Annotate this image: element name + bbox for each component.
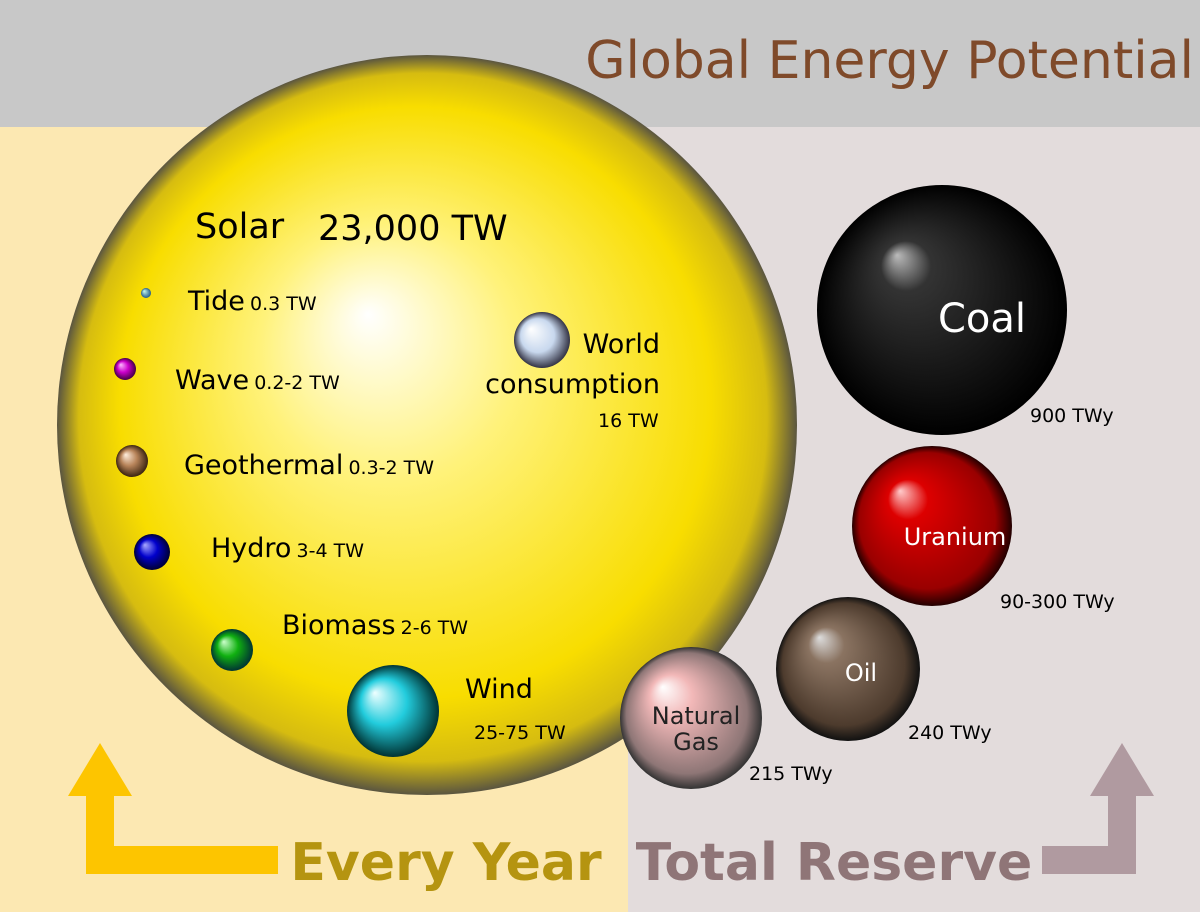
source-value: 0.2-2 TW (254, 372, 340, 394)
source-label: Geothermal 0.3-2 TW (184, 450, 434, 481)
source-name: Wind (465, 674, 533, 705)
left-arrowhead (68, 743, 132, 796)
source-name: Geothermal (184, 450, 343, 481)
source-name: Biomass (282, 610, 396, 641)
reserve-value: 215 TWy (749, 763, 833, 785)
uranium-sphere (852, 446, 1012, 606)
coal-sphere (817, 185, 1067, 435)
world-name: World (583, 329, 660, 360)
source-label: Hydro 3-4 TW (211, 533, 364, 564)
left-arrow (86, 792, 278, 874)
source-value: 25-75 TW (474, 722, 566, 744)
source-value: 2-6 TW (401, 617, 469, 639)
footer-left: Every Year (290, 833, 602, 893)
reserve-value: 240 TWy (908, 722, 992, 744)
footer-right: Total Reserve (636, 833, 1033, 893)
reserve-name: Gas (673, 728, 719, 756)
geothermal-sphere (116, 445, 148, 477)
source-value: 3-4 TW (297, 540, 365, 562)
wave-sphere (114, 358, 136, 380)
title: Global Energy Potential (585, 31, 1194, 91)
solar-value: 23,000 TW (318, 209, 508, 249)
world-value: 16 TW (598, 410, 659, 432)
reserve-value: 90-300 TWy (1000, 591, 1115, 613)
source-name: Wave (175, 365, 249, 396)
hydro-sphere (134, 534, 170, 570)
oil-sphere (776, 597, 920, 741)
solar-name: Solar (195, 207, 285, 247)
world-sphere (514, 312, 570, 368)
right-arrowhead (1090, 743, 1154, 796)
sun (57, 55, 797, 795)
gas-sphere (620, 647, 762, 789)
tide-sphere (141, 288, 151, 298)
source-name: Hydro (211, 533, 291, 564)
reserve-name: Coal (938, 296, 1026, 342)
biomass-sphere (211, 629, 253, 671)
wind-sphere (347, 665, 439, 757)
reserve-name: Uranium (904, 523, 1007, 551)
reserve-name: Oil (845, 659, 877, 687)
source-label: Tide 0.3 TW (187, 286, 317, 317)
right-arrow (1042, 792, 1136, 874)
reserve-value: 900 TWy (1030, 405, 1114, 427)
world-name: consumption (485, 369, 660, 400)
source-value: 0.3 TW (250, 293, 317, 315)
source-value: 0.3-2 TW (348, 457, 434, 479)
reserve-name: Natural (652, 702, 741, 730)
source-label: Wave 0.2-2 TW (175, 365, 340, 396)
source-label: Biomass 2-6 TW (282, 610, 468, 641)
source-name: Tide (187, 286, 245, 317)
